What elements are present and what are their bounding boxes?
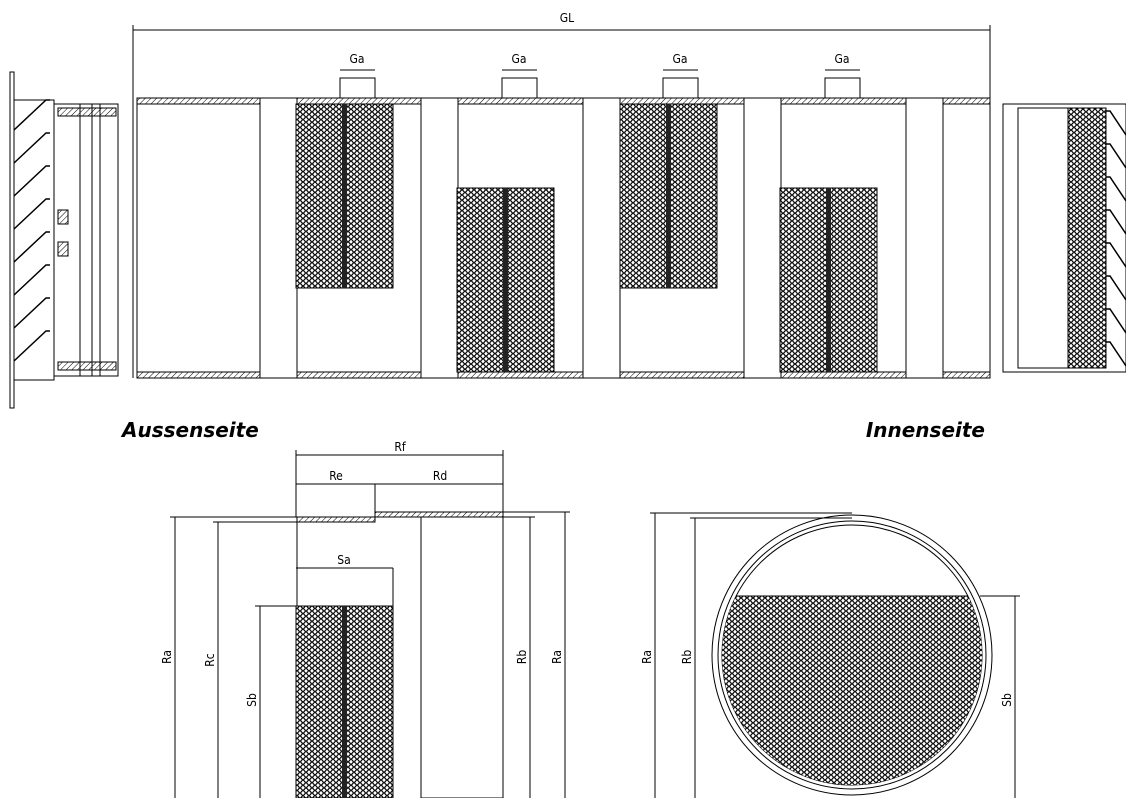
filter-core <box>503 188 508 372</box>
louver <box>13 165 50 197</box>
top-view: GL Ga Ga Ga Ga Aussenseite Innenseite <box>9 11 1126 442</box>
ring <box>743 97 782 379</box>
louver <box>1106 209 1126 235</box>
dim-label: Ga <box>350 52 365 66</box>
louver <box>13 297 50 329</box>
dim-label: Re <box>329 469 343 483</box>
louver <box>1106 110 1126 136</box>
louver <box>1106 275 1126 301</box>
dim-label: Rc <box>203 653 217 667</box>
side-label: Innenseite <box>866 418 985 442</box>
dim-label: Ra <box>640 650 654 664</box>
dim-label: Ra <box>550 650 564 664</box>
dim-label: Sb <box>1000 693 1014 707</box>
louver <box>1106 176 1126 202</box>
dim-label: Rb <box>680 650 694 665</box>
dim-label: Rf <box>394 440 407 454</box>
louver <box>1106 341 1126 367</box>
dim-label: Ga <box>673 52 688 66</box>
dim-label: GL <box>560 11 574 25</box>
dim-label: Ra <box>160 650 174 664</box>
gap-box <box>662 77 699 99</box>
louver <box>13 330 50 362</box>
filter-core <box>342 104 347 288</box>
gap-box <box>339 77 376 99</box>
gap-box <box>501 77 538 99</box>
louver <box>1106 242 1126 268</box>
gap-box <box>824 77 861 99</box>
dim-label: Sa <box>337 553 350 567</box>
filter-core <box>666 104 671 288</box>
cross-section: Ra Rb Sb <box>640 512 1020 798</box>
louver <box>13 132 50 164</box>
louver <box>13 99 50 131</box>
ring <box>259 97 298 379</box>
louver <box>13 231 50 263</box>
ring <box>420 97 459 379</box>
dim-label: Rd <box>433 469 447 483</box>
louver <box>13 264 50 296</box>
ring <box>905 97 944 379</box>
ring <box>582 97 621 379</box>
louver <box>1106 308 1126 334</box>
dim-label: Ga <box>512 52 527 66</box>
dim-label: Sb <box>245 693 259 707</box>
filter-core <box>826 188 831 372</box>
side-label: Aussenseite <box>120 418 259 442</box>
louver <box>13 198 50 230</box>
section-view: Rf Re Rd Sa Ra Rc Sb Rb Ra <box>160 440 570 798</box>
louver <box>1106 143 1126 169</box>
dim-label: Rb <box>515 650 529 665</box>
dim-label: Ga <box>835 52 850 66</box>
